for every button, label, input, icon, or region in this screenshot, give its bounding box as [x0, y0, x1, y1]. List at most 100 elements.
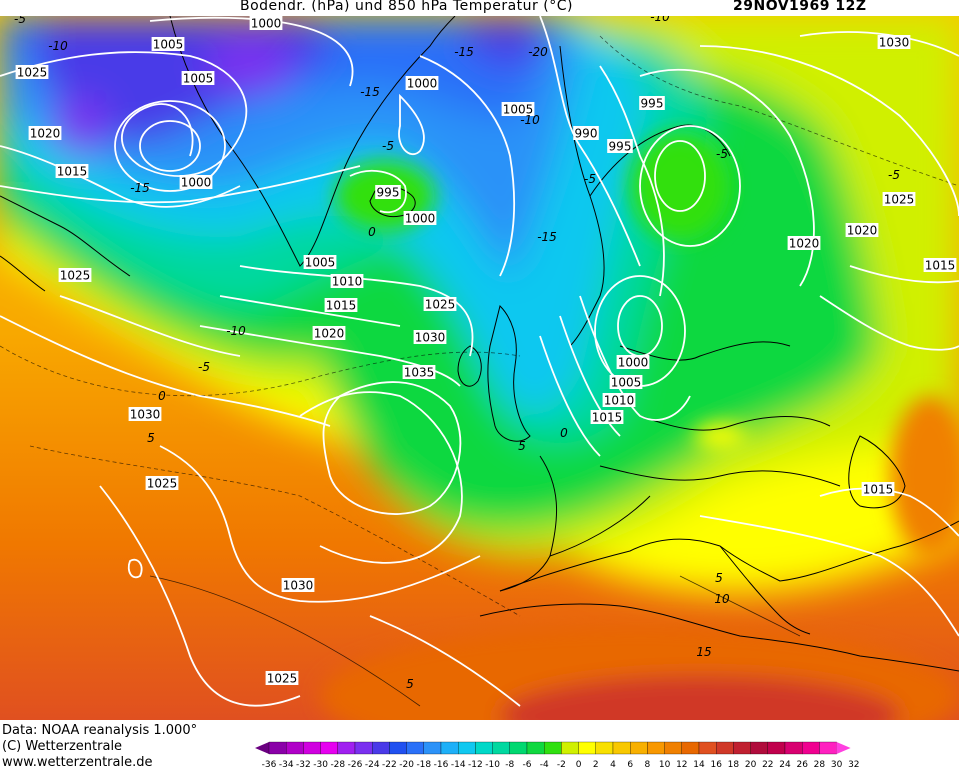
isobar-label-box: [303, 255, 337, 269]
legend-swatch: [354, 741, 373, 755]
isobar-label-box: [882, 192, 916, 206]
legend-tick-label: -12: [468, 760, 483, 770]
temperature-legend: -36 -34 -32 -30 -28 -26 -24 -22 -20 -18 -16 -14 -12-…: [255, 740, 959, 770]
isobar-label-box: [602, 393, 636, 407]
legend-svg: -36 -34 -32 -30 -28 -26 -24 -22 -20 -18 -16 -14 -12-…: [255, 741, 860, 770]
isobar-label: 1020: [789, 237, 820, 251]
legend-tick-label: -30: [313, 760, 328, 770]
isobar-label: 1015: [925, 259, 956, 273]
temperature-label: 5: [406, 677, 414, 691]
isobar-label: 990: [575, 127, 598, 141]
legend-arrow-right: [836, 742, 851, 754]
temperature-label: 0: [560, 426, 568, 440]
legend-swatch: [802, 741, 820, 755]
legend-tick-label: 16: [710, 760, 722, 770]
legend-swatch: [286, 741, 304, 755]
isobar-label: 1010: [332, 275, 363, 289]
legend-swatch: [372, 741, 390, 755]
isobar-label: 1000: [405, 212, 436, 226]
temperature-label: -15: [454, 45, 474, 59]
isobar-label-box: [265, 671, 299, 685]
isobar-label-box: [281, 578, 315, 592]
isobar-label-box: [324, 298, 358, 312]
legend-swatch: [750, 741, 768, 755]
legend-swatch: [458, 741, 476, 755]
title-bar: Bodendr. (hPa) und 850 hPa Temperatur (°…: [0, 0, 959, 16]
copyright: (C) Wetterzentrale: [2, 739, 123, 754]
isobar-label: 1005: [611, 376, 642, 390]
isobar-label-box: [616, 355, 650, 369]
isobar-label-box: [413, 330, 447, 344]
isobar-label-box: [312, 326, 346, 340]
legend-swatch: [475, 741, 493, 755]
isobar-label: 1015: [57, 165, 88, 179]
isobar-label: 1005: [153, 38, 184, 52]
legend-tick-label: 6: [627, 760, 633, 770]
legend-tick-label: -10: [485, 760, 500, 770]
isobar-label-box: [15, 65, 49, 79]
legend-swatch: [406, 741, 424, 755]
temperature-label: 10: [714, 592, 730, 606]
isobar-label: 1020: [314, 327, 345, 341]
isobar-label-box: [249, 16, 283, 30]
temperature-label: 15: [696, 645, 711, 659]
isobar-label-box: [405, 76, 439, 90]
isobar-label: 1000: [181, 176, 212, 190]
map-date: 29NOV1969 12Z: [733, 0, 867, 14]
isobar-label: 1030: [130, 408, 161, 422]
temperature-label: -10: [48, 39, 68, 53]
isotherms: [0, 35, 959, 617]
isobar-label-box: [861, 482, 895, 496]
legend-swatch: [716, 741, 734, 755]
isobar-label-box: [501, 102, 535, 116]
isobar-label-box: [845, 223, 879, 237]
coastlines: [0, 16, 959, 672]
isobar-label: 1010: [604, 394, 635, 408]
legend-tick-label: -8: [505, 760, 514, 770]
legend-tick-label: -36: [262, 760, 277, 770]
legend-swatch: [544, 741, 562, 755]
legend-swatch: [767, 741, 786, 755]
temperature-label: -10: [650, 16, 670, 24]
temperature-label: -15: [360, 85, 380, 99]
temperature-label: 5: [147, 431, 155, 445]
legend-swatch: [509, 741, 528, 755]
legend-tick-label: 26: [796, 760, 808, 770]
legend-swatch: [784, 741, 803, 755]
isobar-label: 1025: [147, 477, 178, 491]
isobar-label-box: [607, 139, 633, 153]
legend-tick-label: 0: [576, 760, 582, 770]
data-source: Data: NOAA reanalysis 1.000°: [2, 723, 198, 738]
isobar-label-box: [877, 35, 911, 49]
isobar-label-box: [128, 407, 162, 421]
isobar-label-box: [330, 274, 364, 288]
isobar-label: 995: [377, 186, 400, 200]
isobar-label: 1025: [884, 193, 915, 207]
isobar-label-box: [179, 175, 213, 189]
isobar-label: 1025: [267, 672, 298, 686]
isobar-label: 1030: [415, 331, 446, 345]
legend-swatch: [337, 741, 356, 755]
legend-tick-label: 18: [728, 760, 740, 770]
legend-swatch: [320, 741, 338, 755]
legend-tick-label: -28: [330, 760, 345, 770]
legend-swatch: [630, 741, 648, 755]
legend-tick-label: 28: [814, 760, 826, 770]
legend-swatch: [389, 741, 407, 755]
isobar-label-box: [145, 476, 179, 490]
legend-tick-label: 20: [745, 760, 757, 770]
legend-swatch: [612, 741, 631, 755]
isobar-label: 1030: [879, 36, 910, 50]
legend-tick-label: 30: [831, 760, 843, 770]
temperature-label: -10: [226, 324, 246, 338]
isobar-label: 1015: [863, 483, 894, 497]
legend-arrow-left: [255, 742, 269, 754]
temperature-label: 0: [368, 225, 376, 239]
isobar-label: 1000: [407, 77, 438, 91]
isobar-label-box: [181, 71, 215, 85]
legend-swatch: [492, 741, 510, 755]
isobar-label: 1025: [425, 298, 456, 312]
legend-tick-label: 10: [659, 760, 671, 770]
legend-tick-label: 12: [676, 760, 687, 770]
